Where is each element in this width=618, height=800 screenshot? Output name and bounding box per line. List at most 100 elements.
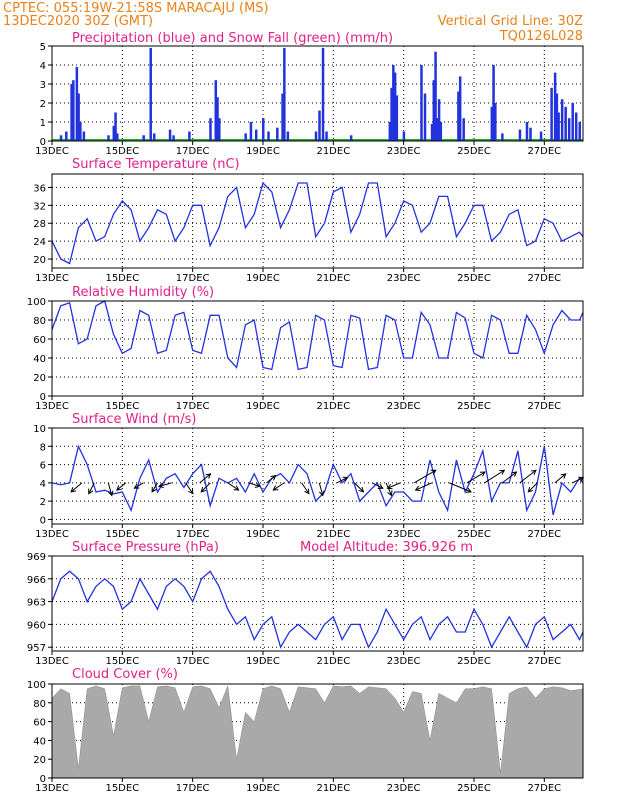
x-tick-label: 27DEC	[527, 656, 561, 667]
wind-arrowhead	[318, 490, 325, 497]
precip-bar	[423, 93, 427, 141]
precip-bar	[188, 131, 191, 141]
x-tick-label: 27DEC	[527, 273, 561, 284]
wind-vector	[227, 482, 239, 491]
precip-bar	[107, 135, 110, 141]
wind-vector	[158, 482, 172, 487]
cloud-cover-area	[51, 684, 584, 779]
precip-bar	[525, 122, 529, 141]
y-tick-label: 966	[27, 575, 46, 586]
precip-bar	[432, 80, 436, 141]
precip-bar	[492, 65, 495, 141]
y-tick-label: 5	[40, 42, 46, 53]
precip-bar	[462, 118, 465, 141]
wind-arrowhead	[465, 487, 472, 493]
precip-bar	[395, 95, 399, 141]
wind-arrowhead	[151, 486, 157, 493]
precip-bar	[114, 112, 117, 141]
wind-title: Surface Wind (m/s)	[72, 412, 196, 427]
precip-bar	[244, 133, 247, 141]
precip-bar	[349, 135, 353, 141]
precip-bar	[172, 135, 175, 141]
x-tick-label: 15DEC	[105, 529, 139, 540]
precip-bar	[393, 72, 397, 141]
x-tick-label: 19DEC	[246, 273, 280, 284]
y-tick-label: 969	[27, 552, 46, 563]
y-tick-label: 960	[27, 620, 46, 631]
precip-bar	[112, 125, 116, 141]
y-tick-label: 8	[40, 442, 46, 453]
x-tick-label: 23DEC	[387, 783, 421, 794]
x-tick-label: 23DEC	[387, 273, 421, 284]
wind-arrowhead	[107, 490, 114, 497]
precip-bar	[318, 110, 321, 141]
precip-bar	[267, 131, 270, 141]
wind-arrowhead	[358, 486, 365, 493]
precip-bar	[82, 131, 86, 141]
y-tick-label: 36	[33, 183, 46, 194]
precip-bar	[168, 129, 172, 141]
wind-arrowhead	[430, 469, 437, 475]
x-tick-label: 21DEC	[316, 273, 350, 284]
x-tick-label: 25DEC	[457, 656, 491, 667]
wind-vector	[134, 482, 144, 489]
precip-bar	[388, 122, 392, 141]
precip-bar	[437, 99, 441, 141]
model-code: TQ0126L028	[499, 29, 583, 44]
precip-bar	[439, 122, 443, 141]
precip-bar	[209, 118, 212, 141]
y-tick-label: 0	[40, 774, 46, 785]
x-tick-label: 21DEC	[316, 401, 350, 412]
wind-vector	[116, 482, 127, 491]
wind-frame	[51, 427, 584, 525]
wind-vector	[501, 471, 517, 484]
precip-frame	[51, 45, 584, 142]
y-tick-label: 4	[40, 479, 46, 490]
cloud-title: Cloud Cover (%)	[72, 667, 178, 682]
wind-arrowhead	[116, 485, 122, 491]
x-tick-label: 25DEC	[457, 146, 491, 157]
precip-title: Precipitation (blue) and Snow Fall (gree…	[72, 31, 393, 46]
wind-arrowhead	[188, 488, 194, 495]
x-tick-label: 27DEC	[527, 146, 561, 157]
precip-bar	[276, 127, 279, 141]
precip-bar	[325, 131, 328, 141]
wind-arrowhead	[233, 485, 240, 491]
wind-vector	[151, 482, 158, 493]
precip-bar	[402, 131, 406, 141]
x-tick-label: 23DEC	[387, 401, 421, 412]
wind-arrowhead	[499, 469, 506, 475]
precip-bar	[214, 80, 218, 141]
x-tick-label: 21DEC	[316, 783, 350, 794]
x-tick-label: 13DEC	[35, 401, 69, 412]
temp-frame	[51, 173, 584, 269]
precip-bar	[70, 84, 73, 141]
panels: 0 1 2 3 4 5 13DEC 15DEC 17DEC 19DEC 21DEC 23DEC 25DE…	[27, 31, 585, 794]
y-tick-label: 80	[33, 699, 46, 710]
precip-bar	[490, 106, 494, 141]
precip-bar	[458, 76, 462, 141]
wind-arrowhead	[70, 487, 77, 493]
precip-bar	[564, 106, 567, 141]
temp-series-line	[51, 181, 584, 265]
x-tick-label: 27DEC	[527, 401, 561, 412]
precip-bar	[149, 47, 152, 141]
wind-arrowhead	[377, 483, 384, 489]
x-tick-label: 13DEC	[35, 273, 69, 284]
precip-bar	[574, 112, 578, 141]
wind-vector	[484, 469, 505, 484]
precip-bar	[286, 131, 290, 141]
y-tick-label: 2	[40, 497, 46, 508]
wind-vector	[107, 482, 113, 496]
x-tick-label: 23DEC	[387, 656, 421, 667]
y-tick-label: 0	[40, 515, 46, 526]
grid-line-note: Vertical Grid Line: 30Z	[438, 14, 583, 29]
precip-bar	[314, 131, 318, 141]
wind-vector	[88, 482, 95, 494]
precip-bar	[434, 51, 437, 142]
y-tick-label: 1	[40, 118, 46, 129]
x-tick-label: 19DEC	[246, 146, 280, 157]
wind-vector	[413, 469, 437, 484]
pressure-title: Surface Pressure (hPa)	[72, 540, 219, 555]
